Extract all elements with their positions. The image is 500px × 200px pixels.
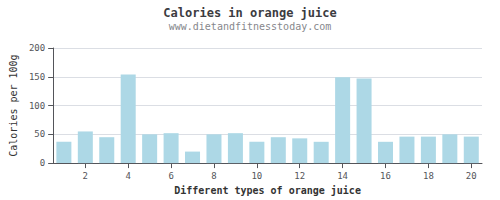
svg-text:Calories per 100g: Calories per 100g (8, 54, 19, 156)
svg-text:150: 150 (29, 72, 45, 82)
svg-text:8: 8 (211, 171, 216, 181)
svg-text:Different types of orange juic: Different types of orange juice (174, 185, 361, 196)
svg-text:Calories in orange juice: Calories in orange juice (163, 6, 336, 20)
svg-text:200: 200 (29, 43, 45, 53)
svg-text:6: 6 (168, 171, 173, 181)
svg-text:16: 16 (380, 171, 391, 181)
svg-text:20: 20 (466, 171, 477, 181)
svg-text:www.dietandfitnesstoday.com: www.dietandfitnesstoday.com (169, 21, 332, 32)
svg-text:18: 18 (423, 171, 434, 181)
svg-text:10: 10 (251, 171, 262, 181)
svg-text:2: 2 (83, 171, 88, 181)
svg-text:4: 4 (125, 171, 130, 181)
svg-text:12: 12 (294, 171, 305, 181)
svg-text:14: 14 (337, 171, 348, 181)
svg-text:0: 0 (40, 158, 45, 168)
svg-text:50: 50 (34, 129, 45, 139)
svg-text:100: 100 (29, 101, 45, 111)
